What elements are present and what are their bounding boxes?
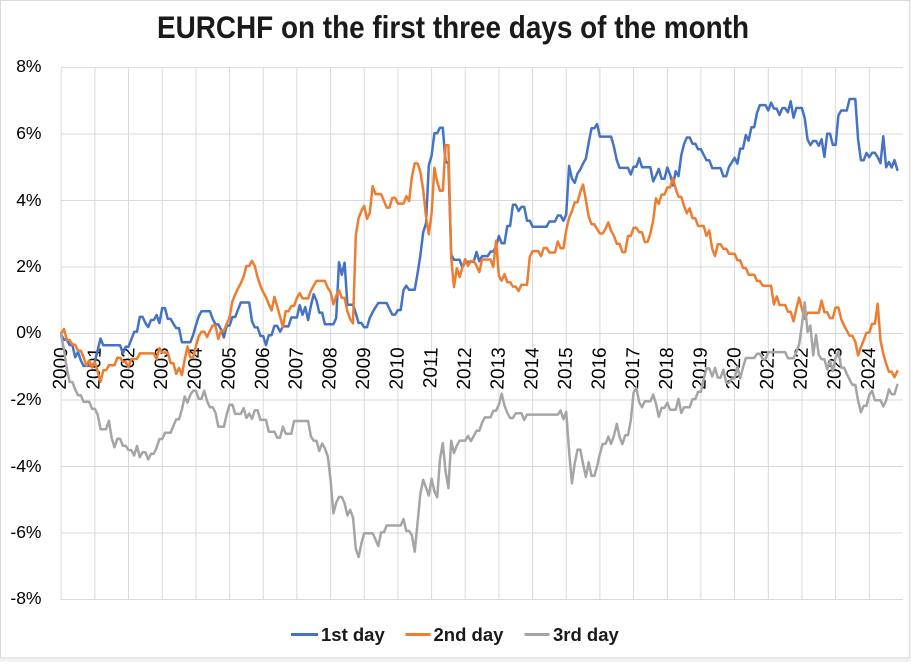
svg-text:EURCHF on the first three days: EURCHF on the first three days of the mo… bbox=[157, 10, 749, 45]
svg-text:-6%: -6% bbox=[10, 522, 41, 542]
svg-text:3rd day: 3rd day bbox=[553, 624, 620, 645]
svg-text:2022: 2022 bbox=[790, 347, 812, 390]
svg-text:2%: 2% bbox=[16, 256, 41, 276]
svg-text:2005: 2005 bbox=[218, 347, 240, 390]
svg-text:2010: 2010 bbox=[386, 347, 408, 390]
svg-text:2006: 2006 bbox=[252, 347, 274, 390]
svg-text:2001: 2001 bbox=[83, 347, 105, 390]
svg-text:2004: 2004 bbox=[184, 347, 206, 390]
svg-text:2024: 2024 bbox=[858, 347, 880, 390]
svg-text:0%: 0% bbox=[16, 322, 41, 342]
svg-text:2014: 2014 bbox=[521, 347, 543, 390]
svg-text:2012: 2012 bbox=[454, 347, 476, 390]
svg-text:2023: 2023 bbox=[824, 347, 846, 390]
svg-text:2000: 2000 bbox=[50, 347, 72, 390]
svg-text:2017: 2017 bbox=[622, 347, 644, 390]
svg-text:-8%: -8% bbox=[10, 588, 41, 608]
svg-text:6%: 6% bbox=[16, 123, 41, 143]
svg-text:-4%: -4% bbox=[10, 456, 41, 476]
svg-text:2018: 2018 bbox=[656, 347, 678, 390]
svg-text:2007: 2007 bbox=[285, 347, 307, 390]
svg-text:2009: 2009 bbox=[353, 347, 375, 390]
svg-text:2019: 2019 bbox=[689, 347, 711, 390]
svg-text:2nd day: 2nd day bbox=[434, 624, 505, 645]
svg-text:-2%: -2% bbox=[10, 389, 41, 409]
svg-text:2011: 2011 bbox=[420, 347, 442, 389]
svg-text:2016: 2016 bbox=[588, 347, 610, 390]
svg-text:2013: 2013 bbox=[487, 347, 509, 390]
svg-text:8%: 8% bbox=[16, 56, 41, 76]
svg-text:4%: 4% bbox=[16, 190, 41, 210]
svg-text:2008: 2008 bbox=[319, 347, 341, 390]
svg-text:2015: 2015 bbox=[555, 347, 577, 390]
svg-text:1st day: 1st day bbox=[321, 624, 385, 645]
